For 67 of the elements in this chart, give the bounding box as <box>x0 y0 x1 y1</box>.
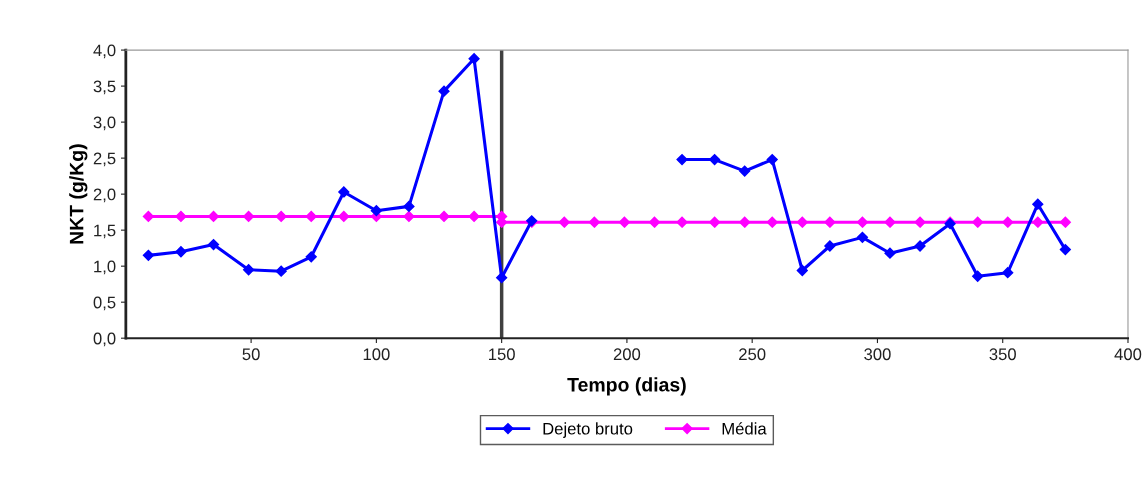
point <box>824 216 836 228</box>
x-tick-label: 350 <box>989 348 1016 361</box>
point <box>207 238 220 251</box>
point <box>884 216 896 228</box>
point <box>275 210 287 223</box>
x-tick-label: 400 <box>1114 348 1142 361</box>
point <box>468 210 480 223</box>
y-tick-label: 0,5 <box>93 296 116 311</box>
y-tick-label: 2,0 <box>93 188 116 203</box>
point <box>914 216 926 228</box>
y-tick-label: 1,5 <box>94 224 116 239</box>
point <box>739 165 751 177</box>
point <box>676 153 688 166</box>
point <box>142 210 154 223</box>
x-tick-label: 200 <box>613 348 641 361</box>
point <box>468 53 480 65</box>
y-tick-label: 0,0 <box>93 332 116 347</box>
point <box>1059 216 1071 228</box>
point <box>1032 198 1044 210</box>
point <box>796 216 808 228</box>
y-tick-label: 3,0 <box>93 116 116 131</box>
point <box>766 153 778 166</box>
point <box>588 216 600 228</box>
x-tick-label: 150 <box>489 348 515 361</box>
legend-label: Média <box>722 422 767 435</box>
point <box>856 231 869 243</box>
point <box>1059 243 1071 256</box>
point <box>496 272 508 284</box>
y-tick-label: 4,0 <box>93 44 116 59</box>
point <box>972 216 984 228</box>
point <box>242 264 255 276</box>
point <box>618 216 631 228</box>
point <box>370 205 382 217</box>
point <box>739 216 751 228</box>
point <box>708 216 721 228</box>
point <box>142 249 154 261</box>
point <box>972 270 984 282</box>
y-tick-label: 2,5 <box>93 152 116 167</box>
y-tick-label: 3,5 <box>93 80 116 95</box>
point <box>175 210 187 223</box>
point <box>1032 216 1044 228</box>
point <box>175 246 187 258</box>
point <box>856 216 869 228</box>
point <box>338 186 350 198</box>
point <box>1002 216 1014 228</box>
point <box>403 200 415 212</box>
point <box>438 210 450 223</box>
point <box>558 216 570 228</box>
x-tick-label: 50 <box>242 348 260 361</box>
point <box>796 264 808 277</box>
point <box>824 240 836 252</box>
point <box>305 251 317 263</box>
point <box>884 247 896 259</box>
point <box>438 85 450 97</box>
point <box>1002 267 1014 279</box>
point <box>275 265 287 277</box>
point <box>403 210 415 223</box>
legend-label: Dejeto bruto <box>543 422 633 438</box>
y-axis-title: NKT (g/Kg) <box>69 144 88 244</box>
point <box>648 216 661 228</box>
x-tick-label: 100 <box>363 348 390 361</box>
point <box>676 216 688 228</box>
y-tick-label: 1,0 <box>94 260 116 275</box>
point <box>766 216 778 228</box>
x-tick-label: 300 <box>864 348 891 361</box>
x-tick-label: 250 <box>739 348 766 361</box>
x-axis-title: Tempo (dias) <box>567 377 686 396</box>
